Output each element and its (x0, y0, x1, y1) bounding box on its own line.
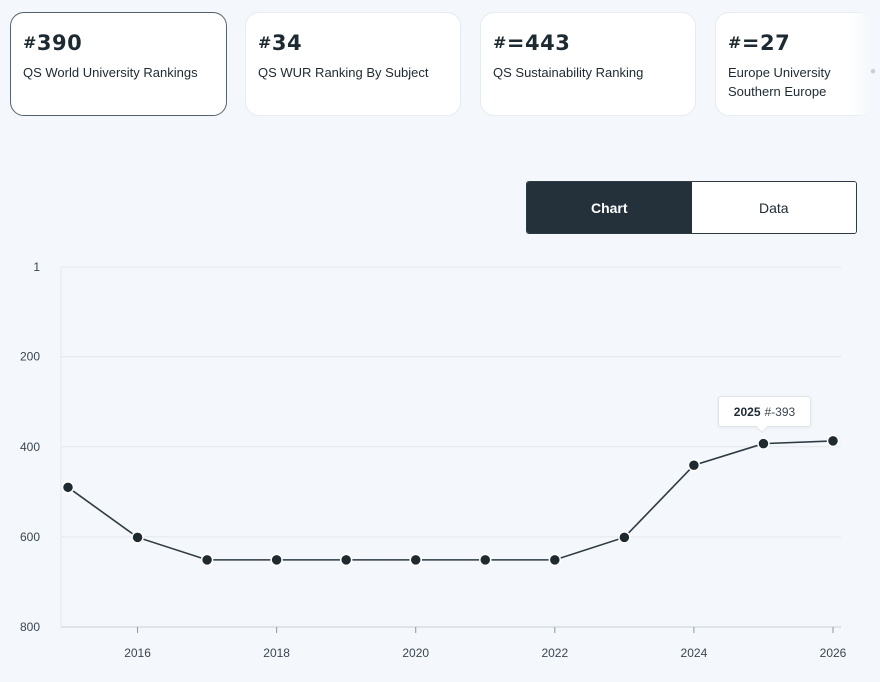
ranking-card-label: QS WUR Ranking By Subject (258, 65, 429, 80)
data-point[interactable] (826, 434, 840, 448)
ranking-card-label: Europe University Southern Europe (728, 65, 831, 99)
rank-hash-symbol: # (23, 33, 37, 52)
rank-hash-symbol: # (493, 33, 507, 52)
view-toggle: Chart Data (526, 181, 857, 234)
y-tick-label: 1 (33, 260, 40, 274)
rank-hash-symbol: # (728, 33, 742, 52)
data-point[interactable] (200, 553, 214, 567)
x-tick-label: 2024 (681, 646, 708, 660)
ranking-card[interactable]: #390 QS World University Rankings (10, 12, 227, 116)
tooltip-year: 2025 (733, 404, 761, 419)
data-point[interactable] (339, 553, 353, 567)
data-point[interactable] (548, 553, 562, 567)
x-tick-label: 2022 (541, 646, 568, 660)
ranking-card[interactable]: #=27 Europe University Southern Europe (715, 12, 875, 116)
scroll-fade (850, 10, 880, 120)
data-point[interactable] (757, 437, 770, 450)
x-tick-label: 2016 (124, 646, 151, 660)
rank-value: 390 (36, 31, 83, 55)
y-tick-label: 200 (20, 350, 40, 364)
rank-value: =27 (741, 31, 791, 55)
ranking-card-rank: #34 (258, 29, 448, 57)
rank-hash-symbol: # (258, 33, 272, 52)
tooltip-value: #-393 (764, 404, 796, 419)
ranking-card[interactable]: #34 QS WUR Ranking By Subject (245, 12, 461, 116)
chart-view-button[interactable]: Chart (527, 182, 692, 233)
y-tick-label: 800 (20, 620, 40, 634)
x-tick-label: 2018 (263, 646, 290, 660)
rank-value: 34 (271, 31, 303, 55)
data-point[interactable] (687, 458, 701, 472)
x-tick-label: 2020 (402, 646, 429, 660)
ranking-card[interactable]: #=443 QS Sustainability Ranking (480, 12, 696, 116)
series-line (67, 440, 834, 561)
x-tick-label: 2026 (820, 646, 847, 660)
ranking-card-label: QS World University Rankings (23, 65, 198, 80)
y-tick-label: 600 (20, 530, 40, 544)
data-point[interactable] (270, 553, 283, 567)
ranking-card-rank: #=443 (493, 29, 683, 57)
data-point[interactable] (618, 531, 631, 544)
data-point[interactable] (61, 481, 75, 494)
ranking-cards: #390 QS World University Rankings #34 QS WU… (0, 0, 880, 130)
ranking-card-rank: #=27 (728, 29, 862, 57)
y-tick-label: 400 (20, 440, 40, 454)
ranking-history-chart: 1 200 400 600 800 2016 2018 2020 2022 2024 2026 (20, 260, 847, 660)
data-point[interactable] (409, 553, 422, 567)
ranking-card-label: QS Sustainability Ranking (493, 65, 644, 80)
scroll-right-icon[interactable]: ● (869, 66, 876, 77)
rank-value: =443 (506, 31, 571, 55)
data-point[interactable] (479, 553, 492, 567)
data-point[interactable] (131, 531, 144, 544)
ranking-card-rank: #390 (23, 29, 214, 57)
data-view-button[interactable]: Data (691, 182, 856, 233)
